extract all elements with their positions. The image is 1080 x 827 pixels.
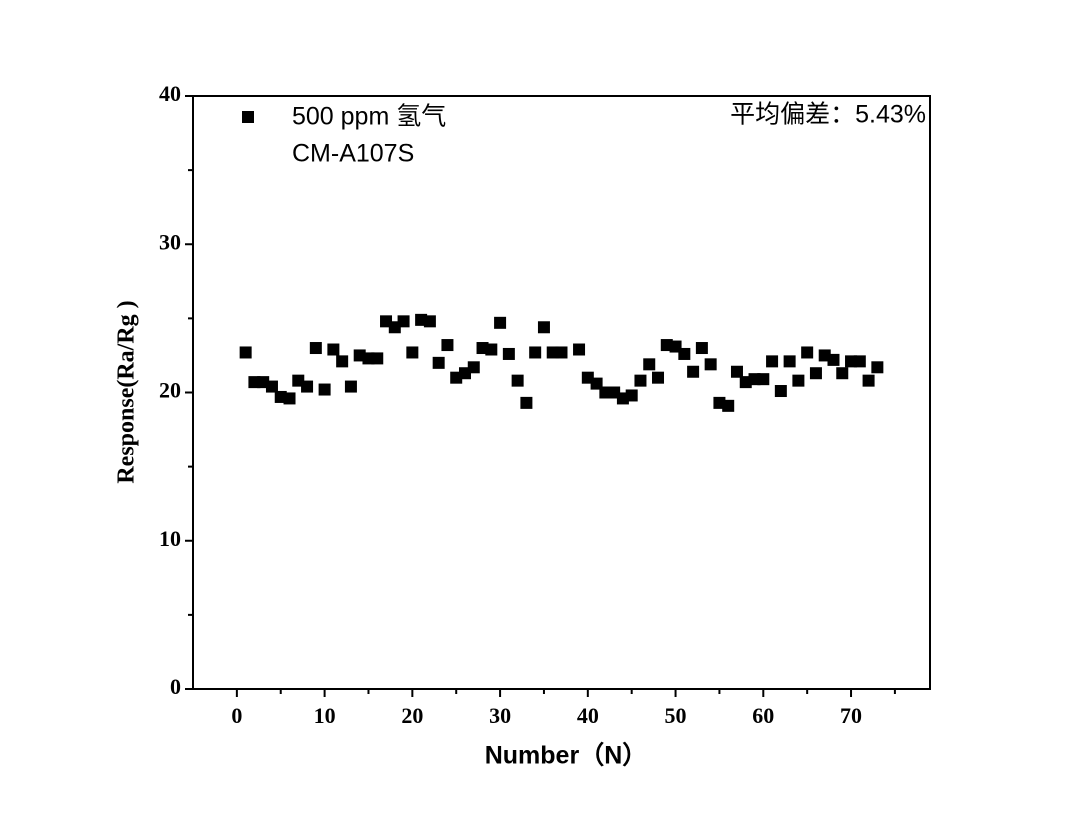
point	[730, 365, 743, 378]
point	[774, 385, 787, 398]
point	[406, 346, 419, 359]
point	[485, 343, 498, 356]
point	[652, 371, 665, 384]
point	[809, 367, 822, 380]
point	[529, 346, 542, 359]
annotation: 平均偏差：5.43%	[730, 101, 926, 129]
point	[494, 316, 507, 329]
point	[239, 346, 252, 359]
legend-marker	[242, 111, 254, 123]
point	[397, 315, 410, 328]
y-tick-label: 30	[159, 229, 181, 254]
point	[801, 346, 814, 359]
point	[643, 358, 656, 371]
point	[573, 343, 586, 356]
point	[371, 352, 384, 365]
point	[783, 355, 796, 368]
point	[678, 347, 691, 360]
point	[871, 361, 884, 374]
point	[862, 374, 875, 387]
x-tick-label: 0	[231, 703, 242, 728]
y-tick-label: 10	[159, 526, 181, 551]
point	[757, 373, 770, 386]
point	[766, 355, 779, 368]
point	[423, 315, 436, 328]
point	[537, 321, 550, 334]
x-tick-label: 70	[840, 703, 862, 728]
point	[792, 374, 805, 387]
point	[687, 365, 700, 378]
point	[555, 346, 568, 359]
point	[327, 343, 340, 356]
y-tick-label: 40	[159, 81, 181, 106]
point	[265, 380, 278, 393]
point	[520, 396, 533, 409]
point	[441, 339, 454, 352]
point	[467, 361, 480, 374]
y-tick-label: 20	[159, 378, 181, 403]
point	[722, 399, 735, 412]
point	[318, 383, 331, 396]
x-axis-label: Number（N）	[485, 741, 648, 770]
point	[836, 367, 849, 380]
point	[309, 342, 322, 355]
point	[704, 358, 717, 371]
point	[283, 392, 296, 405]
point	[336, 355, 349, 368]
point	[511, 374, 524, 387]
point	[827, 353, 840, 366]
sensor-label: CM-A107S	[292, 140, 414, 168]
point	[695, 342, 708, 355]
point	[625, 389, 638, 402]
x-tick-label: 60	[752, 703, 774, 728]
point	[432, 356, 445, 369]
y-axis-label: Response(Ra/Rg )	[114, 300, 140, 483]
x-tick-label: 30	[489, 703, 511, 728]
point	[853, 355, 866, 368]
point	[634, 374, 647, 387]
point	[344, 380, 357, 393]
x-tick-label: 20	[401, 703, 423, 728]
x-tick-label: 40	[577, 703, 599, 728]
x-tick-label: 50	[665, 703, 687, 728]
y-tick-label: 0	[170, 674, 181, 699]
x-tick-label: 10	[314, 703, 336, 728]
point	[301, 380, 314, 393]
point	[502, 347, 515, 360]
legend-label: 500 ppm 氢气	[292, 103, 446, 131]
